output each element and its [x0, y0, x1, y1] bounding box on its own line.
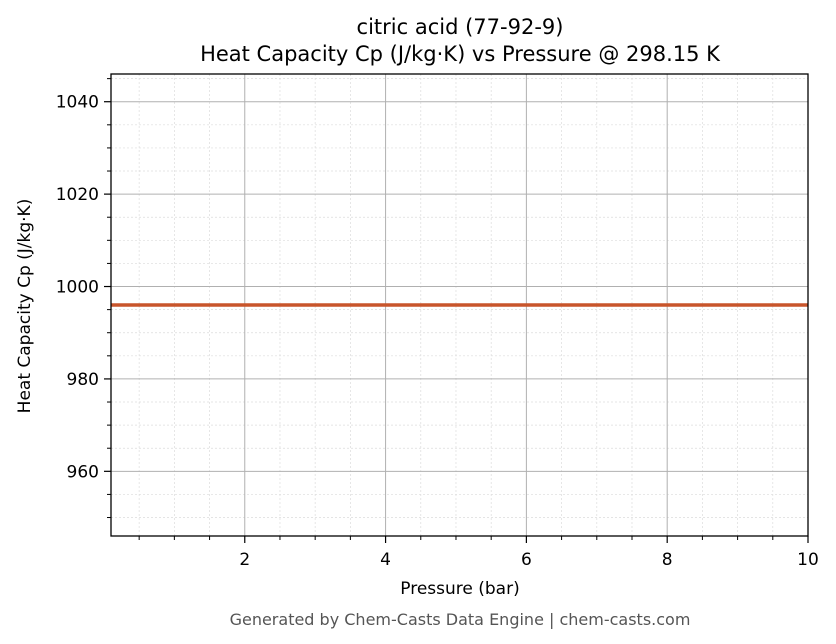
x-tick-label: 4 — [380, 550, 391, 570]
x-tick-label: 8 — [662, 550, 673, 570]
chart-title: citric acid (77-92-9) — [357, 15, 564, 39]
y-tick-label: 1040 — [56, 93, 99, 113]
y-tick-label: 1020 — [56, 185, 99, 205]
y-tick-labels: 960 980 1000 1020 1040 — [56, 93, 99, 483]
x-axis-label: Pressure (bar) — [400, 579, 519, 599]
x-tick-label: 6 — [521, 550, 532, 570]
x-tick-label: 10 — [797, 550, 819, 570]
footer-credit: Generated by Chem-Casts Data Engine | ch… — [230, 610, 691, 629]
minor-grid — [111, 74, 808, 536]
y-tick-label: 980 — [67, 370, 99, 390]
y-tick-label: 960 — [67, 462, 99, 482]
y-tick-label: 1000 — [56, 278, 99, 298]
tick-marks — [104, 78, 809, 543]
plot-frame — [110, 73, 809, 537]
y-axis-label: Heat Capacity Cp (J/kg·K) — [15, 199, 35, 414]
x-tick-labels: 2 4 6 8 10 — [239, 550, 818, 570]
x-tick-label: 2 — [239, 550, 250, 570]
chart-subtitle: Heat Capacity Cp (J/kg·K) vs Pressure @ … — [200, 42, 721, 66]
